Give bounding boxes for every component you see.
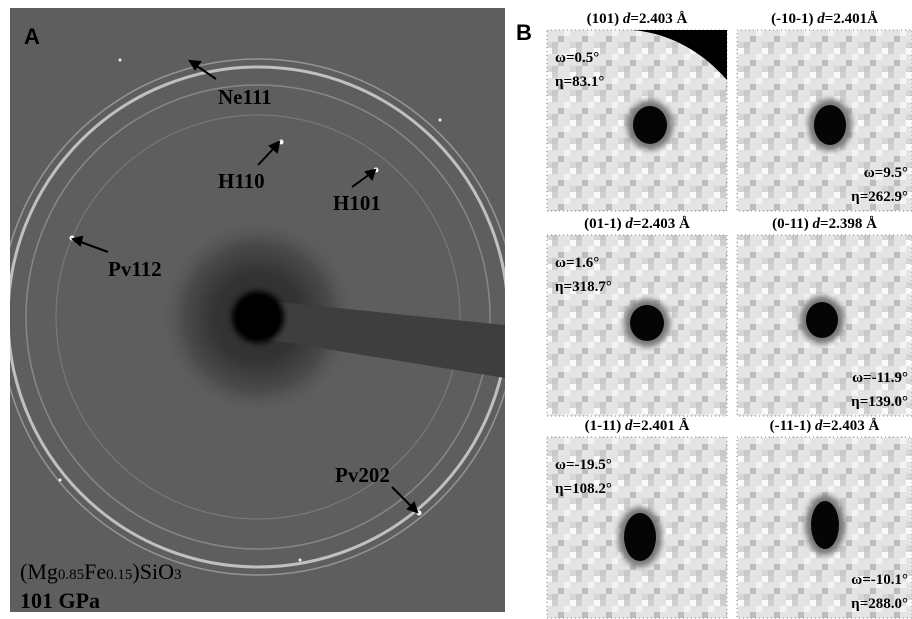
spot-panel: (101) d=2.403 Å ω=0.5° η=83.1° <box>546 11 728 212</box>
spot-panel: (1-11) d=2.401 Å ω=-19.5° η=108.2° <box>546 418 728 619</box>
panel-title: (0-11) d=2.398 Å <box>772 216 877 232</box>
composition-part: Fe <box>84 559 106 584</box>
spot-panels: (101) d=2.403 Åω=0.5°η=83.1°(-10-1) d=2.… <box>546 11 912 619</box>
d-value: =2.398 Å <box>820 216 877 232</box>
spot-panel: (0-11) d=2.398 Å ω=-11.9° η=139.0° <box>736 216 912 417</box>
composition-part: 0.15 <box>106 567 132 583</box>
composition: (Mg0.85Fe0.15)SiO3 <box>20 559 181 584</box>
panel-title: (1-11) d=2.401 Å <box>585 418 690 434</box>
spot <box>811 501 839 549</box>
d-symbol: d <box>625 418 633 434</box>
diffraction-image <box>10 8 505 612</box>
omega: ω=0.5° <box>555 50 599 66</box>
spot <box>806 302 838 338</box>
d-symbol: d <box>815 418 823 434</box>
annotation: Ne111 <box>218 85 272 109</box>
panel-label: A <box>24 24 40 49</box>
hkl: (01-1) <box>584 216 622 232</box>
d-symbol: d <box>625 216 633 232</box>
panel-title: (101) d=2.403 Å <box>587 11 688 27</box>
composition-part: )SiO <box>132 559 174 584</box>
d-value: =2.403 Å <box>633 216 690 232</box>
d-value: =2.401Å <box>825 11 878 27</box>
panel-title: (-10-1) d=2.401Å <box>771 11 878 27</box>
annotation: Pv202 <box>335 463 390 487</box>
eta: η=139.0° <box>851 394 908 410</box>
pressure: 101 GPa <box>20 588 100 613</box>
panel-title: (-11-1) d=2.403 Å <box>770 418 880 434</box>
eta: η=83.1° <box>555 74 604 90</box>
spot <box>630 305 664 341</box>
d-value: =2.401 Å <box>633 418 690 434</box>
spot-panel: (01-1) d=2.403 Å ω=1.6° η=318.7° <box>546 216 728 417</box>
d-symbol: d <box>623 11 631 27</box>
omega: ω=1.6° <box>555 255 599 271</box>
annotation: H101 <box>333 191 381 215</box>
composition-part: 3 <box>174 567 182 583</box>
hkl: (-10-1) <box>771 11 813 27</box>
hkl: (0-11) <box>772 216 809 232</box>
omega: ω=-10.1° <box>851 572 908 588</box>
eta: η=108.2° <box>555 481 612 497</box>
omega: ω=-11.9° <box>852 370 908 386</box>
eta: η=262.9° <box>851 189 908 205</box>
arrows <box>70 59 419 514</box>
spot-panel: (-11-1) d=2.403 Å ω=-10.1° η=288.0° <box>736 418 912 619</box>
spot <box>814 105 846 145</box>
hkl: (101) <box>587 11 620 27</box>
panel-title: (01-1) d=2.403 Å <box>584 216 690 232</box>
d-value: =2.403 Å <box>823 418 880 434</box>
annotation: H110 <box>218 169 265 193</box>
hkl: (1-11) <box>585 418 622 434</box>
composition-part: (Mg <box>20 559 58 584</box>
annotation: Pv112 <box>108 257 162 281</box>
d-value: =2.403 Å <box>630 11 687 27</box>
spot-panel: (-10-1) d=2.401Å ω=9.5° η=262.9° <box>736 11 912 212</box>
omega: ω=-19.5° <box>555 457 612 473</box>
eta: η=288.0° <box>851 596 908 612</box>
composition-part: 0.85 <box>58 567 84 583</box>
d-symbol: d <box>817 11 825 27</box>
panel-label: B <box>516 20 532 45</box>
eta: η=318.7° <box>555 279 612 295</box>
d-symbol: d <box>813 216 821 232</box>
omega: ω=9.5° <box>864 165 908 181</box>
spot <box>624 513 656 561</box>
spot <box>633 106 667 144</box>
shadow-corner <box>632 30 727 80</box>
hkl: (-11-1) <box>770 418 812 434</box>
